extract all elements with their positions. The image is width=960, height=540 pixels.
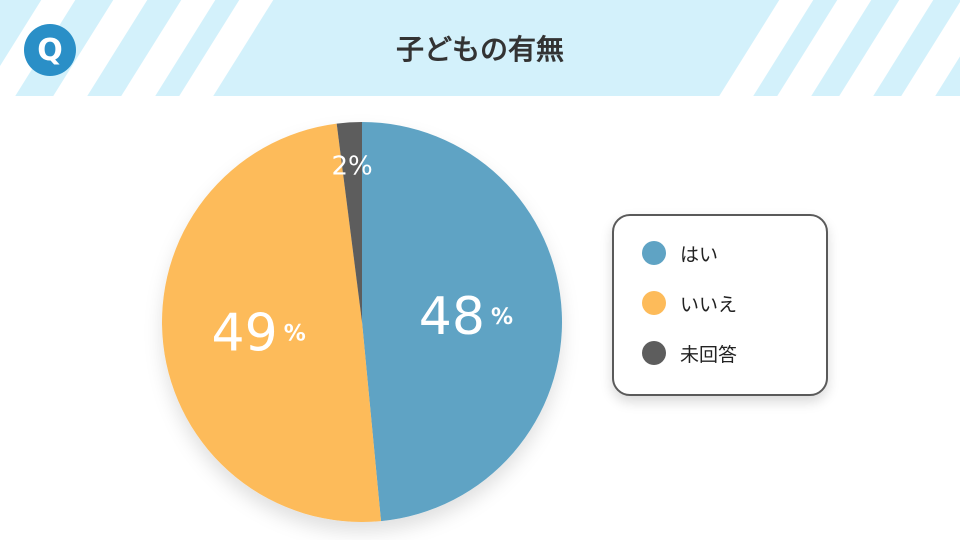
label-yes: 48% xyxy=(419,287,513,347)
slice-yes xyxy=(362,122,562,522)
legend-swatch-no xyxy=(642,291,666,315)
legend-label-no-answer: 未回答 xyxy=(680,343,738,366)
header-banner xyxy=(0,0,960,96)
legend-item-yes: はい xyxy=(642,240,826,266)
legend-swatch-no-answer xyxy=(642,341,666,365)
page-title: 子どもの有無 xyxy=(395,33,564,66)
slice-no-answer xyxy=(336,122,362,322)
slice-no xyxy=(162,123,382,522)
question-badge-label: Q xyxy=(37,32,63,68)
legend-label-no: いいえ xyxy=(680,293,738,316)
legend-label-yes: はい xyxy=(680,243,719,266)
chart-legend: はい いいえ 未回答 xyxy=(612,214,828,396)
legend-item-no: いいえ xyxy=(642,290,826,316)
question-badge-icon: Q xyxy=(24,24,76,76)
legend-swatch-yes xyxy=(642,241,666,265)
label-no-answer: 2% xyxy=(331,151,372,181)
label-no: 49% xyxy=(212,304,306,364)
legend-item-no-answer: 未回答 xyxy=(642,340,826,366)
